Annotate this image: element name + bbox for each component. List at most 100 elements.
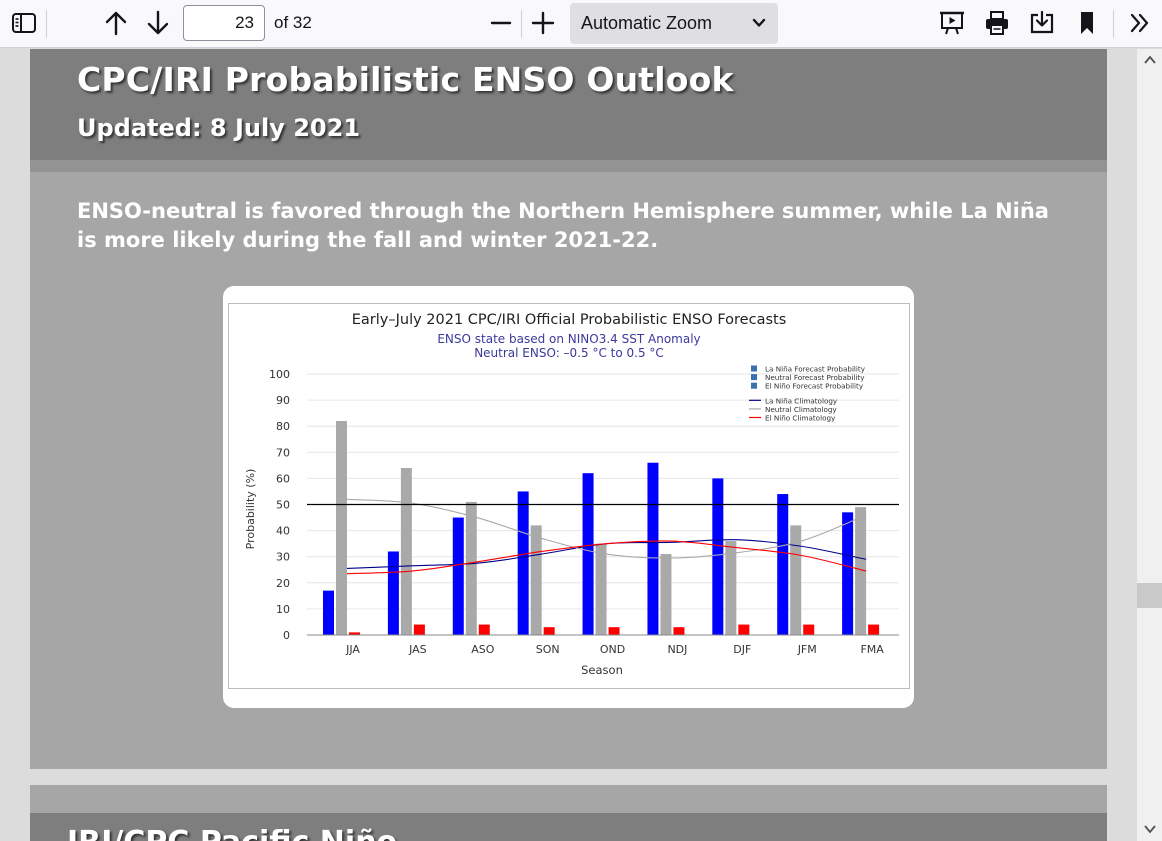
double-chevron-icon [1130,13,1149,33]
bar-neutral-forecast-probability [660,554,672,635]
bar-la-ni-a-forecast-probability [647,462,659,635]
chart-subtitle-2: Neutral ENSO: –0.5 °C to 0.5 °C [474,346,664,360]
y-tick-label: 80 [276,420,290,433]
legend-swatch [751,365,757,372]
bar-el-ni-o-forecast-probability [349,632,360,635]
y-tick-label: 50 [276,499,290,512]
plus-icon [531,11,555,35]
scrollbar-thumb[interactable] [1137,583,1162,608]
y-tick-label: 10 [276,603,290,616]
previous-page-button[interactable] [100,6,132,40]
y-tick-label: 100 [269,368,290,381]
zoom-out-button[interactable] [486,6,516,40]
bar-neutral-forecast-probability [855,507,867,635]
bar-la-ni-a-forecast-probability [842,512,854,635]
line-neutral-climatology [346,498,867,559]
bar-la-ni-a-forecast-probability [323,590,334,635]
x-tick-label: NDJ [667,643,687,656]
print-button[interactable] [981,6,1013,40]
y-axis-label: Probability (%) [244,469,257,550]
bookmark-button[interactable] [1071,6,1103,40]
x-tick-label: ASO [471,643,495,656]
bar-neutral-forecast-probability [465,501,477,635]
chevron-down-icon [752,18,766,27]
x-tick-label: SON [536,643,560,656]
legend-entry: La Niña Climatology [765,396,838,405]
legend-entry: Neutral Climatology [765,405,837,414]
x-tick-label: DJF [733,643,751,656]
legend-swatch [751,374,757,381]
legend-swatch [751,382,757,389]
updated-date: Updated: 8 July 2021 [77,114,361,142]
vertical-scrollbar[interactable] [1137,49,1162,841]
download-icon [1030,10,1054,34]
x-tick-label: JFM [797,643,817,656]
tools-divider [1113,10,1114,38]
chart-frame: Early–July 2021 CPC/IRI Official Probabi… [228,303,910,689]
y-tick-label: 70 [276,446,290,459]
y-tick-label: 30 [276,551,290,564]
enso-forecast-chart: Early–July 2021 CPC/IRI Official Probabi… [244,312,899,677]
bar-el-ni-o-forecast-probability [478,624,490,635]
print-icon [986,11,1008,35]
arrow-up-icon [105,11,127,36]
next-page-button[interactable] [142,6,174,40]
presentation-mode-button[interactable] [936,6,968,40]
page-header-band [30,49,1107,160]
bar-la-ni-a-forecast-probability [712,478,724,635]
zoom-select[interactable]: Automatic Zoom [570,3,778,44]
zoom-in-button[interactable] [528,6,558,40]
bookmark-icon [1081,12,1093,34]
zoom-value: Automatic Zoom [581,13,713,33]
page-number-input[interactable]: 23 [183,5,265,41]
y-tick-label: 60 [276,472,290,485]
y-tick-label: 0 [283,629,290,642]
bar-neutral-forecast-probability [725,541,737,635]
bar-neutral-forecast-probability [336,420,347,635]
scroll-down-icon[interactable] [1142,822,1158,836]
presentation-icon [940,11,964,35]
pdf-toolbar: 23 of 32 Automatic Zoom [0,0,1162,48]
bar-el-ni-o-forecast-probability [608,627,620,635]
sidebar-toggle-icon [12,13,36,33]
bar-neutral-forecast-probability [400,467,412,635]
bar-la-ni-a-forecast-probability [387,551,399,635]
pdf-page: CPC/IRI Probabilistic ENSO Outlook Updat… [30,49,1107,769]
bar-el-ni-o-forecast-probability [543,627,555,635]
x-axis-label: Season [581,663,623,677]
bar-la-ni-a-forecast-probability [452,517,464,635]
page-divider-band [30,160,1107,172]
page-count-label: of 32 [274,13,312,32]
bar-neutral-forecast-probability [595,543,607,635]
save-button[interactable] [1026,6,1058,40]
toolbar-divider [46,10,47,38]
next-page-title: IRI/CPC Pacific Niño [67,825,397,841]
legend-entry: La Niña Forecast Probability [765,365,866,374]
bar-neutral-forecast-probability [530,525,542,635]
x-tick-label: FMA [860,643,884,656]
line-el-ni-o-climatology [346,540,867,575]
x-tick-label: JAS [408,643,427,656]
x-tick-label: OND [600,643,625,656]
y-tick-label: 20 [276,577,290,590]
chart-subtitle-1: ENSO state based on NINO3.4 SST Anomaly [437,332,700,346]
bar-el-ni-o-forecast-probability [413,624,425,635]
page-title: CPC/IRI Probabilistic ENSO Outlook [77,60,734,99]
chart-title: Early–July 2021 CPC/IRI Official Probabi… [352,312,787,328]
arrow-down-icon [147,10,169,35]
document-viewer[interactable]: CPC/IRI Probabilistic ENSO Outlook Updat… [0,49,1162,841]
bar-el-ni-o-forecast-probability [868,624,880,635]
next-pdf-page: IRI/CPC Pacific Niño [30,785,1107,841]
bar-el-ni-o-forecast-probability [738,624,750,635]
y-tick-label: 90 [276,394,290,407]
scroll-up-icon[interactable] [1142,53,1158,67]
legend-entry: El Niño Forecast Probability [765,382,864,391]
minus-icon [490,21,512,25]
bar-el-ni-o-forecast-probability [803,624,815,635]
tools-button[interactable] [1124,6,1156,40]
summary-text: ENSO-neutral is favored through the Nort… [77,199,1049,252]
next-page-header-band [30,813,1107,841]
zoom-divider [521,10,522,38]
bar-la-ni-a-forecast-probability [517,491,529,635]
sidebar-toggle-button[interactable] [8,6,40,40]
